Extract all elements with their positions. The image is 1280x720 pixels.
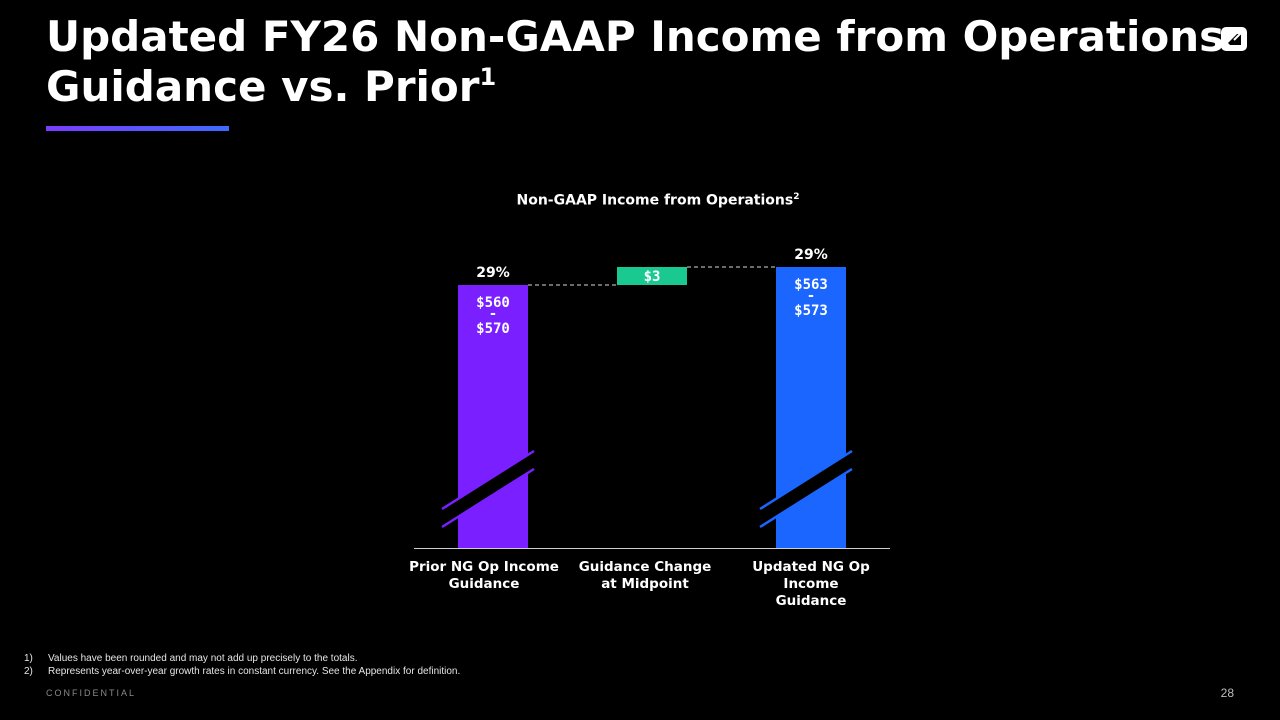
footnote-2: 2) Represents year-over-year growth rate… xyxy=(24,665,460,678)
company-logo-icon xyxy=(1221,27,1247,51)
footnote-2-text: Represents year-over-year growth rates i… xyxy=(48,666,461,677)
growth-label-2: 29% xyxy=(794,247,828,263)
axis-break-slash-lower-0 xyxy=(441,467,535,529)
x-label-updated: Updated NG Op Income Guidance xyxy=(726,559,896,610)
slide-title: Updated FY26 Non-GAAP Income from Operat… xyxy=(46,12,1225,118)
title-footnote-marker: 1 xyxy=(479,63,497,91)
footnote-1: 1) Values have been rounded and may not … xyxy=(24,652,460,665)
x-label-prior-line-2: Guidance xyxy=(448,576,520,592)
footnote-1-text: Values have been rounded and may not add… xyxy=(48,653,358,664)
x-label-prior-line-1: Prior NG Op Income xyxy=(409,559,559,575)
axis-break-slash-upper-0 xyxy=(441,449,535,511)
footnote-2-number: 2) xyxy=(24,666,33,677)
axis-break-slash-lower-2 xyxy=(759,467,853,529)
chart-title-text: Non-GAAP Income from Operations xyxy=(516,192,794,209)
value-label-0-2: $570 xyxy=(476,321,510,337)
x-label-change-line-1: Guidance Change xyxy=(578,559,712,575)
title-line-1: Updated FY26 Non-GAAP Income from Operat… xyxy=(46,12,1225,61)
confidential-label: CONFIDENTIAL xyxy=(46,688,137,698)
footnotes: 1) Values have been rounded and may not … xyxy=(24,652,460,678)
chart-title-footnote-marker: 2 xyxy=(793,192,800,202)
value-label-2-0: $563 xyxy=(794,277,828,293)
value-label-0-1: - xyxy=(489,306,497,322)
growth-label-0: 29% xyxy=(476,265,510,281)
x-label-updated-line-1: Updated NG Op Income xyxy=(752,559,870,592)
axis-break-gap-0 xyxy=(442,451,534,527)
value-label-2-1: - xyxy=(807,288,815,304)
title-accent-bar xyxy=(46,126,229,131)
x-label-updated-line-2: Guidance xyxy=(775,593,847,609)
title-line-2: Guidance vs. Prior xyxy=(46,62,480,111)
footnote-1-number: 1) xyxy=(24,653,33,664)
value-label-2-2: $573 xyxy=(794,303,828,319)
axis-break-gap-2 xyxy=(760,451,852,527)
page-number: 28 xyxy=(1220,686,1234,700)
x-label-change-line-2: at Midpoint xyxy=(601,576,689,592)
bar-1 xyxy=(617,267,687,285)
value-label-0-0: $560 xyxy=(476,295,510,311)
x-label-change: Guidance Change at Midpoint xyxy=(560,559,730,593)
axis-break-slash-upper-2 xyxy=(759,449,853,511)
x-label-prior: Prior NG Op Income Guidance xyxy=(399,559,569,593)
chart-title: Non-GAAP Income from Operations2 xyxy=(440,192,876,209)
value-label-1: $3 xyxy=(644,269,661,285)
